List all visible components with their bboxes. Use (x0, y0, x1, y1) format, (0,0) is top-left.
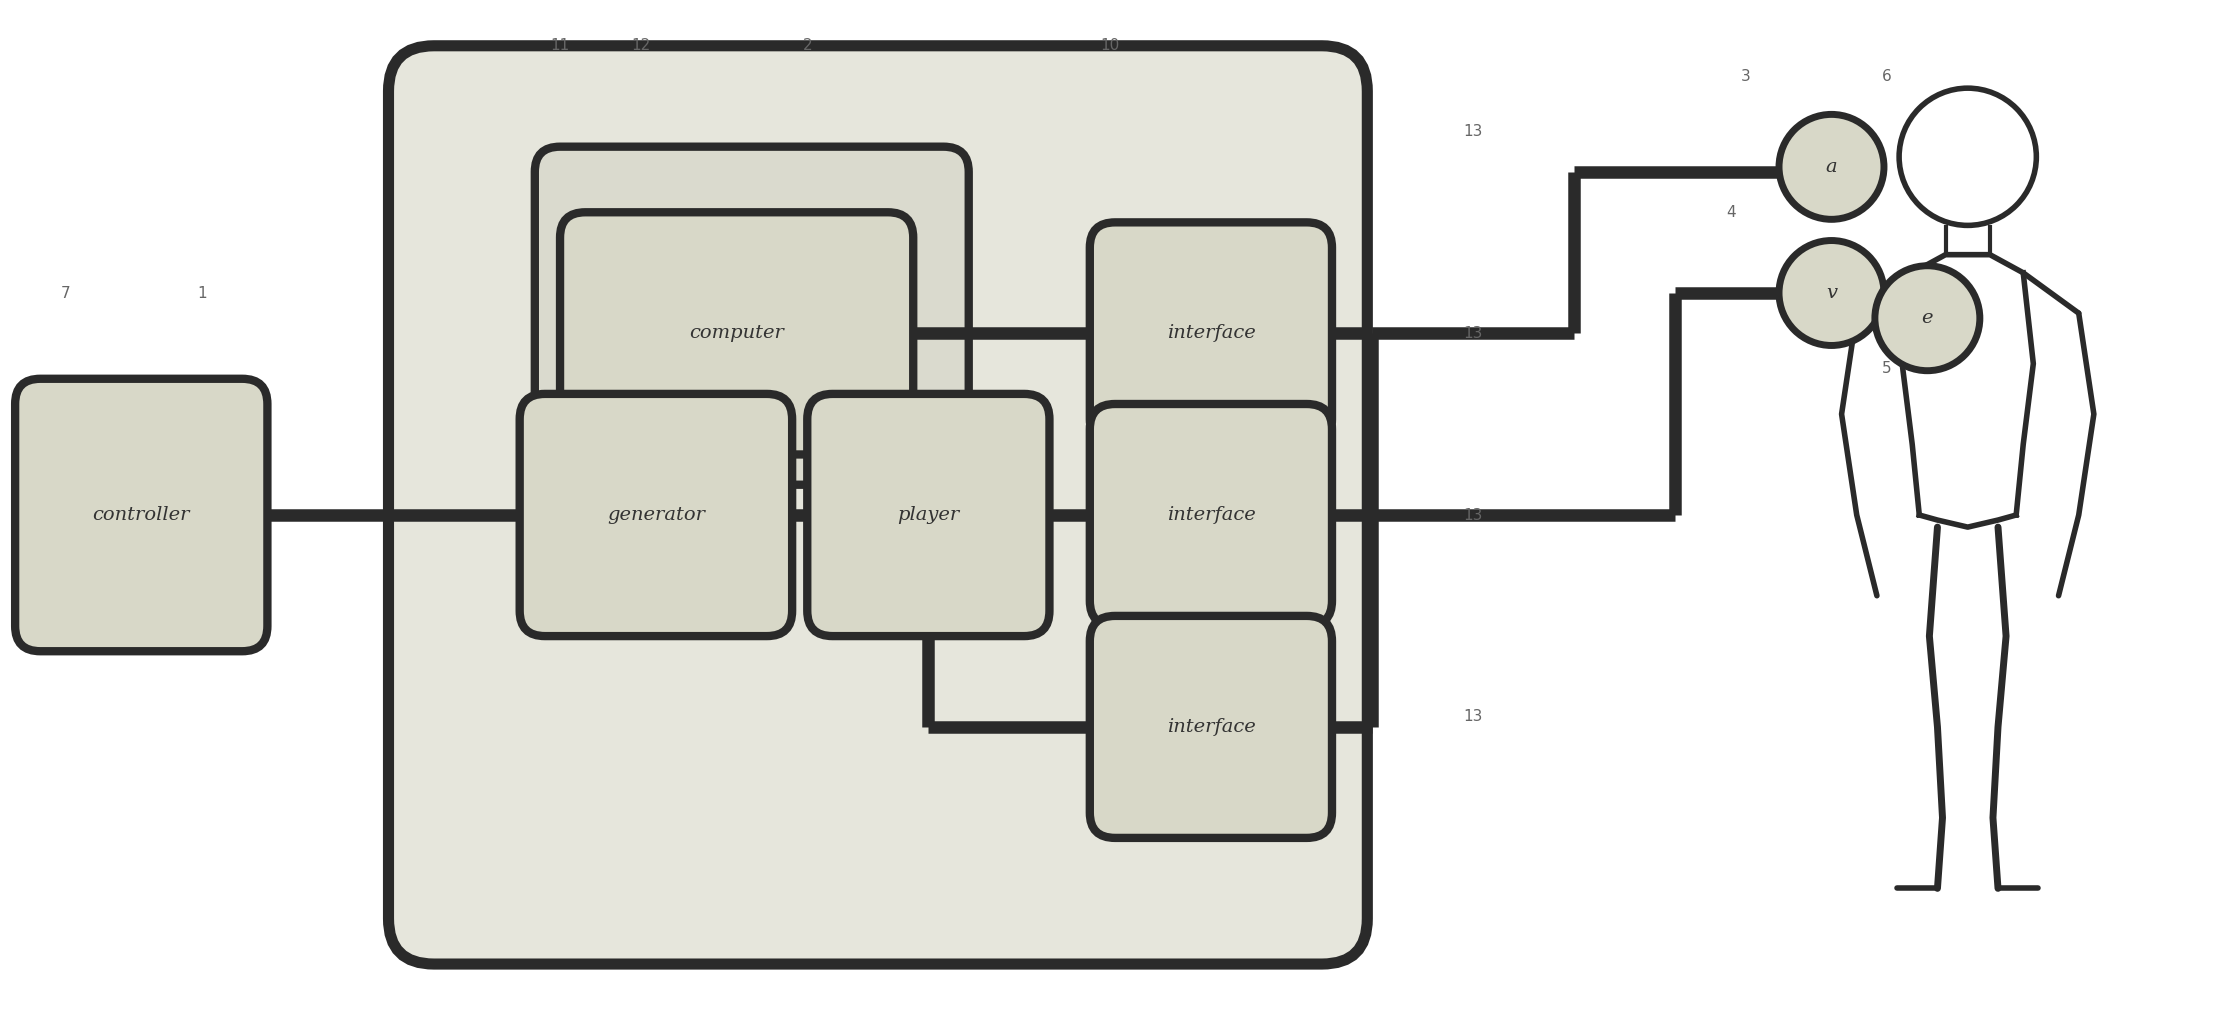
Text: player: player (897, 506, 959, 524)
Text: 2: 2 (801, 38, 813, 54)
Text: interface: interface (1166, 324, 1254, 342)
Text: 4: 4 (1725, 205, 1736, 219)
FancyBboxPatch shape (519, 393, 793, 637)
Text: 10: 10 (1101, 38, 1119, 54)
Text: 9: 9 (904, 609, 912, 623)
Text: 10: 10 (1166, 654, 1185, 668)
Text: 5: 5 (1883, 362, 1891, 376)
Text: a: a (1825, 158, 1838, 176)
Text: 1: 1 (1094, 654, 1106, 668)
Text: 1: 1 (1094, 250, 1106, 265)
FancyBboxPatch shape (1090, 616, 1332, 838)
Text: 13: 13 (1463, 508, 1483, 522)
Text: 2: 2 (713, 432, 722, 447)
Text: 1: 1 (904, 432, 912, 447)
FancyBboxPatch shape (808, 393, 1050, 637)
Text: 7: 7 (60, 285, 71, 301)
Text: 1: 1 (198, 285, 206, 301)
Text: 10: 10 (1166, 250, 1185, 265)
Text: controller: controller (93, 506, 191, 524)
Text: interface: interface (1166, 506, 1254, 524)
FancyBboxPatch shape (16, 379, 266, 651)
FancyBboxPatch shape (388, 45, 1368, 964)
Text: computer: computer (688, 324, 784, 342)
FancyBboxPatch shape (1090, 222, 1332, 444)
Text: 13: 13 (1463, 325, 1483, 341)
Text: 10: 10 (1166, 432, 1185, 447)
Text: 11: 11 (551, 38, 571, 54)
Text: interface: interface (1166, 718, 1254, 735)
FancyBboxPatch shape (535, 146, 968, 485)
FancyBboxPatch shape (1090, 404, 1332, 626)
Circle shape (1876, 266, 1980, 371)
Text: 2: 2 (626, 432, 635, 447)
Text: 1: 1 (1094, 432, 1106, 447)
Text: v: v (1827, 284, 1836, 302)
Text: 3: 3 (1740, 69, 1752, 83)
Text: 13: 13 (1463, 710, 1483, 724)
Text: 13: 13 (1463, 124, 1483, 139)
Text: e: e (1923, 309, 1934, 328)
Text: 6: 6 (1883, 69, 1891, 83)
Text: 1: 1 (666, 432, 675, 447)
Text: generator: generator (606, 506, 706, 524)
Text: 12: 12 (630, 38, 650, 54)
Text: 8: 8 (610, 609, 619, 623)
FancyBboxPatch shape (559, 212, 912, 454)
Circle shape (1778, 114, 1885, 219)
Circle shape (1778, 241, 1885, 345)
